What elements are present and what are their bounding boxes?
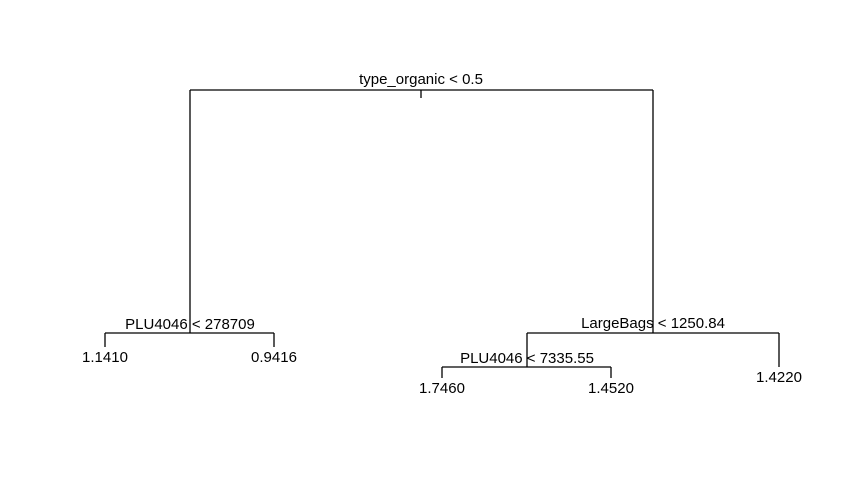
root-split-node: type_organic < 0.5 [189,71,654,333]
left-split-label: PLU4046 < 278709 [125,316,255,333]
leaf-value-3: 1.7460 [419,380,465,397]
leaf-value-4: 1.4520 [588,380,634,397]
leaf-value-5: 1.4220 [756,369,802,386]
right-split-label: LargeBags < 1250.84 [581,315,725,332]
root-split-label: type_organic < 0.5 [359,71,483,88]
right-split-node: LargeBags < 1250.84 [526,315,780,367]
nested-split-node: PLU4046 < 7335.55 [441,350,612,378]
left-split-node: PLU4046 < 278709 [104,316,275,347]
leaf-value-1: 1.1410 [82,349,128,366]
nested-split-label: PLU4046 < 7335.55 [460,350,594,367]
leaf-value-2: 0.9416 [251,349,297,366]
